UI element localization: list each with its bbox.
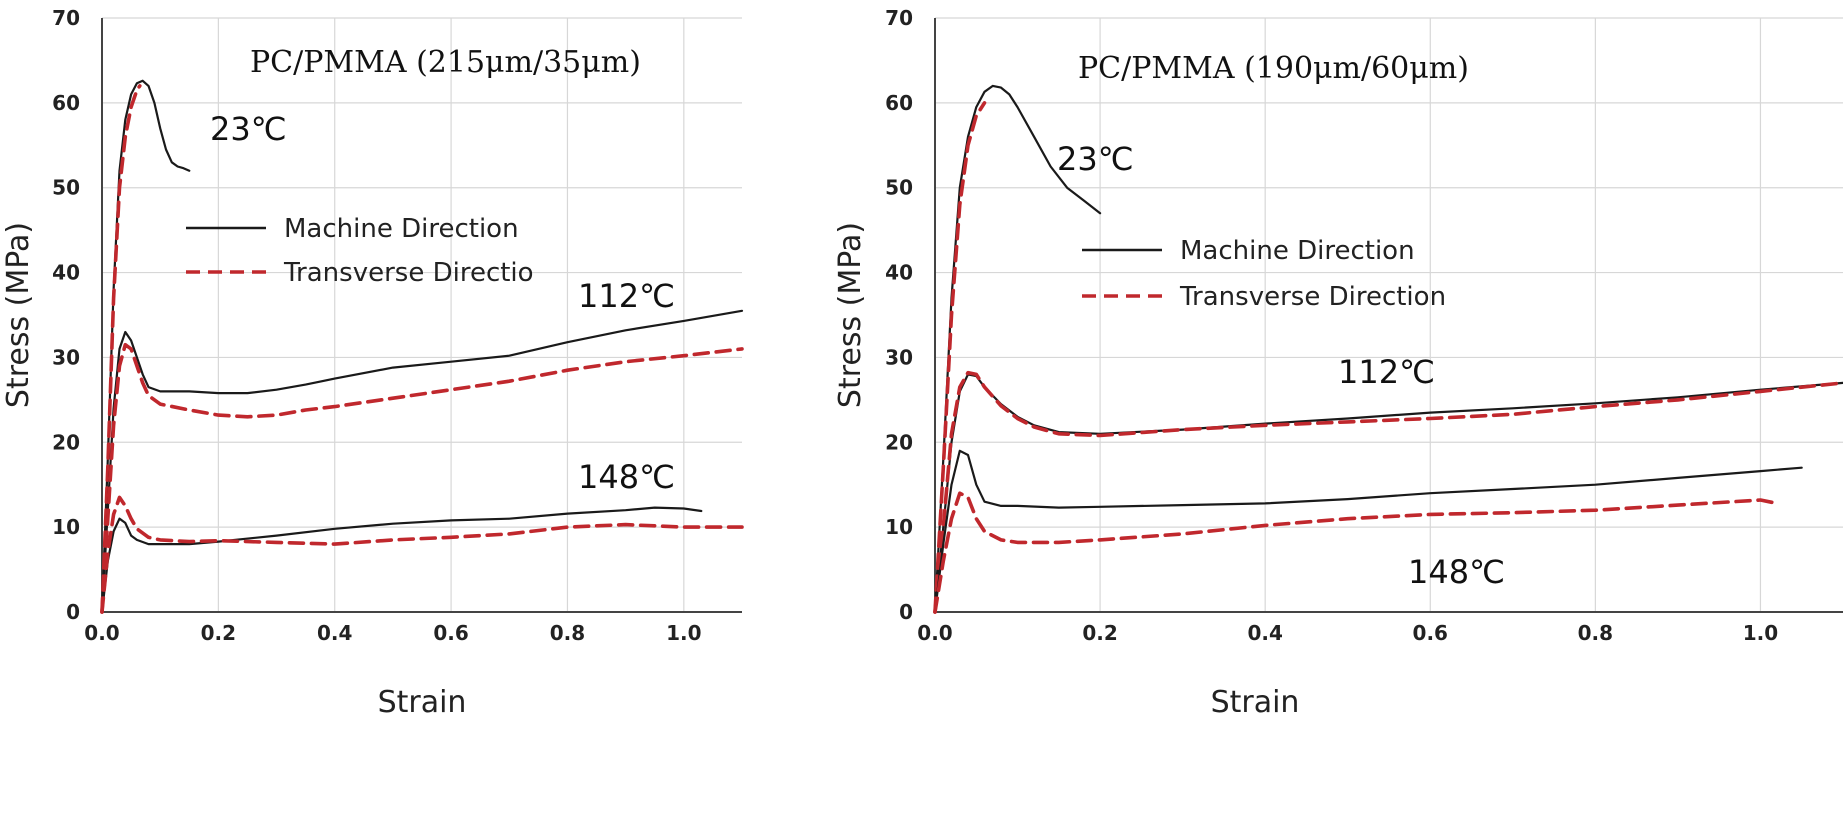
x-tick-label: 0.0 (84, 621, 119, 645)
x-tick-label: 0.4 (317, 621, 352, 645)
legend-label: Machine Direction (1180, 236, 1415, 266)
y-tick-label: 50 (52, 176, 80, 200)
y-axis-label: Stress (MPa) (833, 222, 868, 408)
y-tick-label: 60 (885, 91, 913, 115)
chart-left: 0.0 0.2 0.4 0.6 0.8 1.0 0 10 20 30 40 50 60 70 Strain S… (1, 6, 744, 720)
chart-title: PC/PMMA (215μm/35μm) (250, 45, 641, 80)
series-line (933, 101, 987, 614)
x-tick-label: 0.8 (550, 621, 585, 645)
series-line (100, 506, 703, 614)
x-tick-label: 0.4 (1247, 621, 1282, 645)
y-tick-label: 0 (66, 600, 80, 624)
series-line (100, 84, 142, 614)
y-tick-label: 20 (52, 430, 80, 454)
temperature-annotation: 112℃ (1338, 353, 1435, 391)
x-tick-label: 0.6 (433, 621, 468, 645)
y-tick-label: 0 (899, 600, 913, 624)
x-tick-label: 0.6 (1413, 621, 1448, 645)
chart-right: 0.0 0.2 0.4 0.6 0.8 1.0 0 10 20 30 40 50 60 70 Strain S… (833, 6, 1843, 720)
x-tick-label: 1.0 (1743, 621, 1778, 645)
legend-label: Machine Direction (284, 214, 519, 244)
y-tick-label: 40 (52, 261, 80, 285)
legend: Machine Direction Transverse Directio (186, 214, 534, 288)
series-line (100, 495, 744, 614)
x-axis-label: Strain (378, 685, 467, 720)
series-line (933, 370, 1843, 614)
x-tick-label: 0.2 (201, 621, 236, 645)
chart-title: PC/PMMA (190μm/60μm) (1078, 51, 1469, 86)
legend-label: Transverse Directio (283, 258, 534, 288)
y-axis-label: Stress (MPa) (1, 222, 36, 408)
series-line (933, 373, 1843, 614)
y-tick-label: 40 (885, 261, 913, 285)
y-tick-label: 70 (52, 6, 80, 30)
y-tick-label: 10 (52, 515, 80, 539)
series-line (933, 84, 1102, 614)
temperature-annotation: 148℃ (1408, 553, 1505, 591)
series-line (100, 309, 744, 614)
x-tick-label: 0.2 (1082, 621, 1117, 645)
legend: Machine Direction Transverse Direction (1082, 236, 1446, 312)
y-tick-label: 10 (885, 515, 913, 539)
x-axis-label: Strain (1211, 685, 1300, 720)
y-tick-label: 60 (52, 91, 80, 115)
y-tick-label: 70 (885, 6, 913, 30)
temperature-annotation: 148℃ (578, 458, 675, 496)
temperature-annotation: 112℃ (578, 277, 675, 315)
y-tick-label: 50 (885, 176, 913, 200)
temperature-annotation: 23℃ (1057, 140, 1134, 178)
x-tick-label: 0.0 (917, 621, 952, 645)
series-line (933, 491, 1779, 614)
series-line (100, 79, 191, 614)
y-tick-label: 30 (885, 345, 913, 369)
series-line (933, 449, 1803, 614)
x-tick-label: 0.8 (1578, 621, 1613, 645)
y-tick-label: 30 (52, 345, 80, 369)
series-line (100, 342, 744, 614)
temperature-annotation: 23℃ (210, 110, 287, 148)
x-tick-label: 1.0 (666, 621, 701, 645)
y-tick-label: 20 (885, 430, 913, 454)
legend-label: Transverse Direction (1179, 282, 1446, 312)
